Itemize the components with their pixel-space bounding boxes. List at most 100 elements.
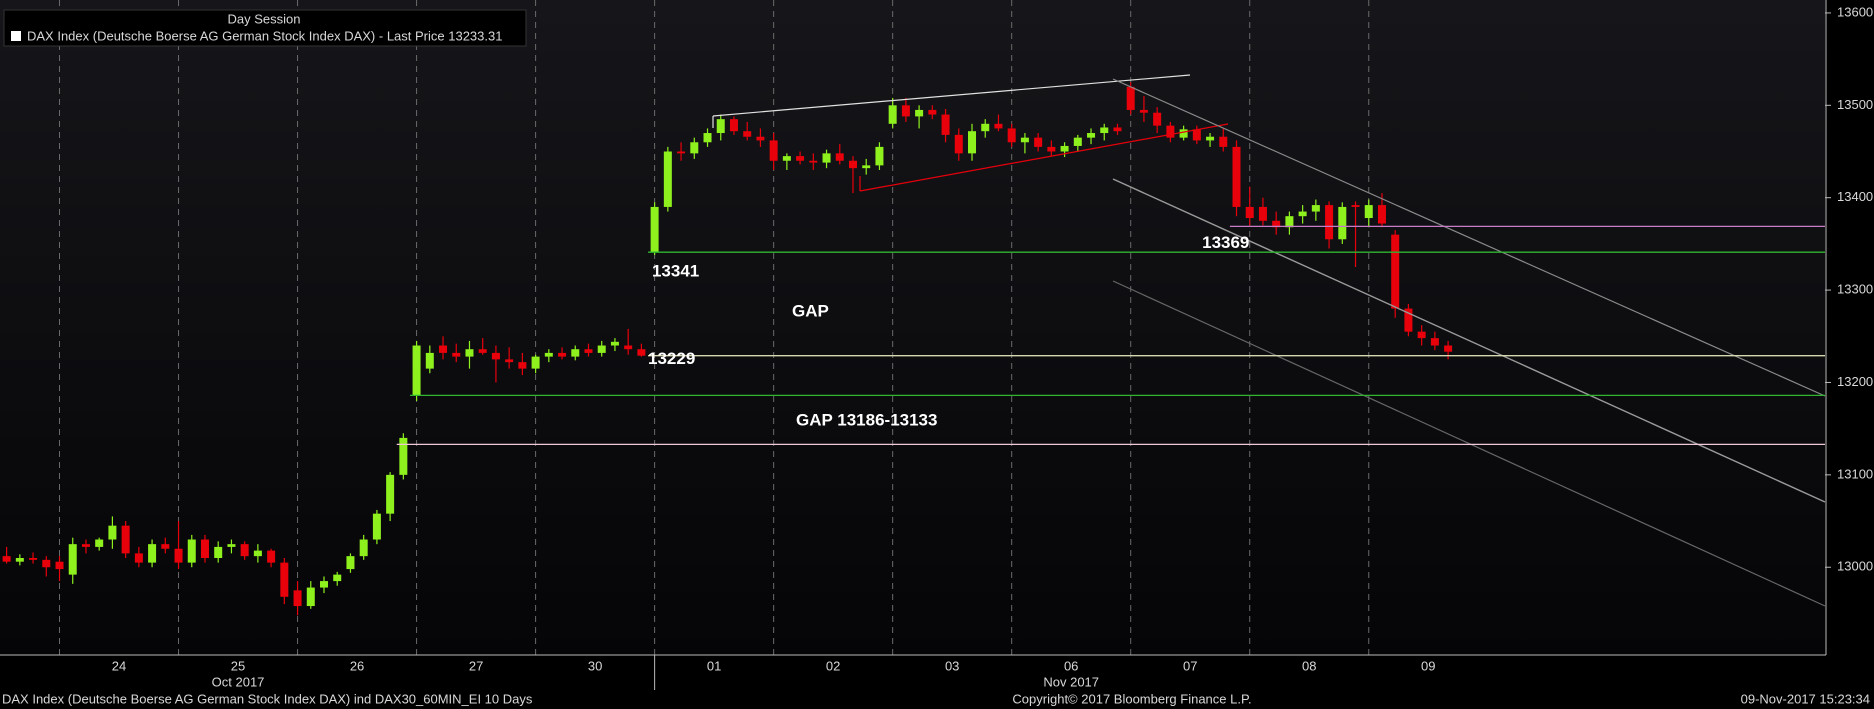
- candle-body: [1179, 129, 1188, 138]
- candle-body: [148, 544, 157, 563]
- candle-body: [81, 544, 90, 547]
- legend-entry: DAX Index (Deutsche Boerse AG German Sto…: [27, 28, 502, 43]
- legend-title: Day Session: [228, 11, 301, 26]
- channel-line: [1112, 78, 1826, 397]
- candle-body: [425, 352, 434, 369]
- candle-body: [253, 550, 262, 557]
- candle-body: [1377, 205, 1386, 224]
- candle-body: [399, 437, 408, 475]
- candle-body: [505, 359, 514, 363]
- candle-body: [888, 105, 897, 124]
- candle-body: [1391, 234, 1400, 309]
- candle-body: [1113, 127, 1122, 132]
- footer-left: DAX Index (Deutsche Boerse AG German Sto…: [2, 691, 533, 706]
- candle-body: [1047, 146, 1056, 152]
- x-tick-label: 06: [1064, 658, 1078, 673]
- candle-body: [518, 362, 527, 369]
- legend: [3, 9, 527, 47]
- candle-body: [928, 109, 937, 115]
- x-tick-label: 26: [350, 658, 364, 673]
- candle-body: [743, 131, 752, 137]
- candle-body: [214, 546, 223, 558]
- candle-body: [1285, 216, 1294, 228]
- candle-body: [809, 160, 818, 163]
- candle-body: [267, 550, 276, 563]
- candle-body: [941, 114, 950, 135]
- legend-swatch: [11, 31, 21, 41]
- candle-body: [1417, 331, 1426, 339]
- candle-body: [412, 345, 421, 396]
- x-tick-label: 27: [469, 658, 483, 673]
- footer-center: Copyright© 2017 Bloomberg Finance L.P.: [1012, 691, 1251, 706]
- candle-body: [1219, 136, 1228, 147]
- candle-body: [134, 553, 143, 563]
- candle-body: [320, 581, 329, 588]
- candle-body: [452, 352, 461, 357]
- level-label: 13369: [1202, 233, 1249, 252]
- candle-body: [835, 153, 844, 161]
- gap-range-label: GAP 13186-13133: [796, 410, 937, 429]
- x-tick-label: 07: [1183, 658, 1197, 673]
- candle-body: [981, 123, 990, 132]
- month-label: Oct 2017: [212, 674, 265, 689]
- y-tick-label: 13200: [1837, 374, 1873, 389]
- candle-body: [439, 345, 448, 353]
- candle-body: [571, 349, 580, 357]
- candle-body: [293, 590, 302, 607]
- candle-body: [121, 525, 130, 554]
- candle-body: [796, 156, 805, 161]
- x-tick-label: 09: [1421, 658, 1435, 673]
- candle-body: [1351, 205, 1360, 207]
- candle-body: [624, 345, 633, 350]
- candle-body: [756, 136, 765, 141]
- candle-body: [306, 587, 315, 607]
- channel-line: [1112, 178, 1826, 503]
- candle-body: [1060, 145, 1069, 152]
- candle-body: [782, 156, 791, 161]
- candle-body: [1232, 146, 1241, 207]
- gap-label: GAP: [792, 301, 829, 320]
- candle-body: [200, 539, 209, 558]
- candle-body: [1007, 128, 1016, 143]
- trend-line: [712, 74, 1191, 117]
- x-tick-label: 02: [826, 658, 840, 673]
- candle-body: [915, 109, 924, 117]
- candle-body: [663, 151, 672, 207]
- candle-body: [187, 539, 196, 563]
- candle-body: [227, 544, 236, 547]
- candle-body: [1298, 211, 1307, 217]
- level-label: 13341: [652, 262, 699, 281]
- candle-body: [1364, 205, 1373, 219]
- candle-body: [161, 544, 170, 549]
- x-tick-label: 01: [707, 658, 721, 673]
- candle-body: [29, 557, 38, 560]
- y-tick-label: 13000: [1837, 559, 1873, 574]
- candle-body: [386, 474, 395, 514]
- candle-body: [240, 544, 249, 557]
- candle-body: [994, 123, 1003, 129]
- x-tick-label: 24: [112, 658, 126, 673]
- candle-body: [491, 352, 500, 360]
- candle-body: [968, 131, 977, 154]
- candle-body: [15, 557, 24, 562]
- candle-body: [478, 349, 487, 353]
- candle-body: [584, 349, 593, 353]
- y-tick-label: 13100: [1837, 466, 1873, 481]
- annotations: GAP GAP 13186-13133 13341 13229 13369: [396, 74, 1826, 607]
- candle-body: [703, 133, 712, 143]
- candle-body: [174, 548, 183, 563]
- candle-body: [333, 574, 342, 582]
- candle-body: [1404, 308, 1413, 332]
- footer-right: 09-Nov-2017 15:23:34: [1741, 691, 1870, 706]
- candle-body: [346, 556, 355, 570]
- trend-line: [859, 123, 1229, 192]
- y-tick-label: 13400: [1837, 189, 1873, 204]
- x-tick-label: 03: [945, 658, 959, 673]
- x-tick-label: 30: [588, 658, 602, 673]
- candle-body: [610, 341, 619, 346]
- candle-body: [1325, 205, 1334, 240]
- candle-body: [1206, 136, 1215, 141]
- candle-body: [544, 352, 553, 357]
- candle-body: [690, 142, 699, 154]
